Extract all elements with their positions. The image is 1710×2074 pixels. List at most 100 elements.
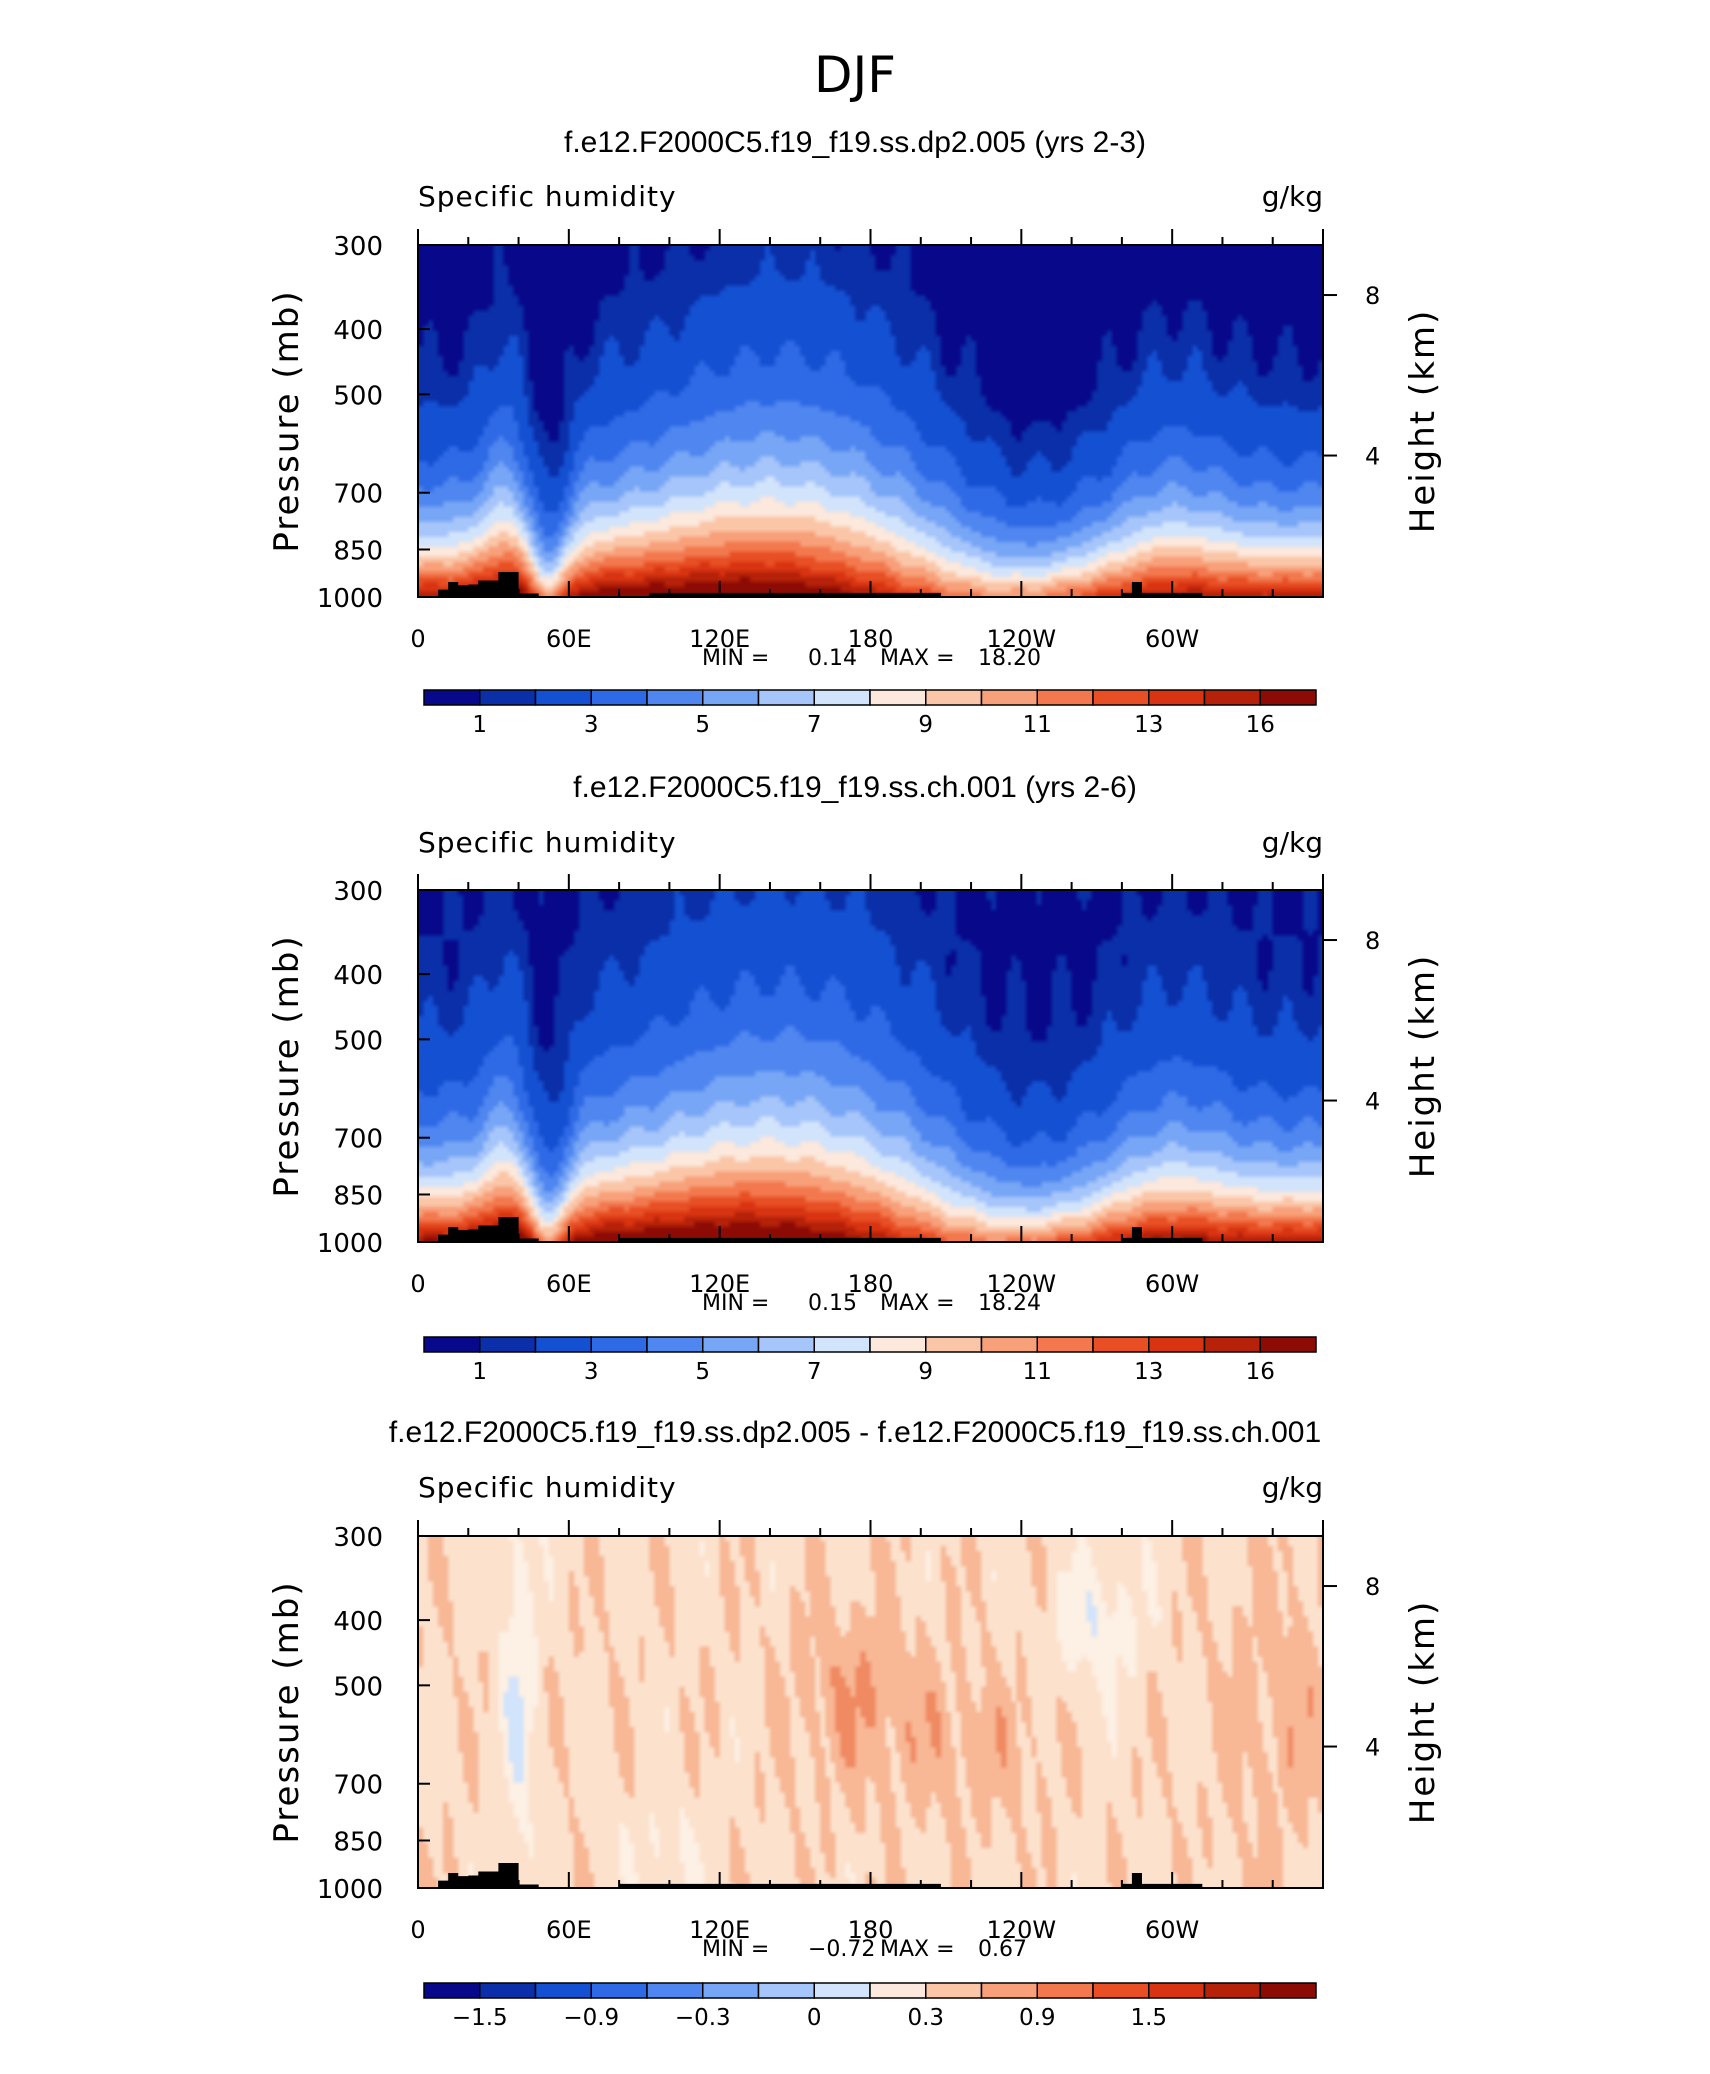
colorbar-box (757, 1982, 815, 1999)
colorbar-label: 16 (1246, 1359, 1275, 1385)
colorbar: 1 3 5 7 9 11 13 16 (423, 689, 1317, 738)
y-tick-label: 500 (333, 381, 383, 411)
right-string: g/kg (1262, 180, 1323, 213)
colorbar-box (1092, 1336, 1150, 1353)
left-string: Specific humidity (418, 180, 677, 213)
terrain-mask (438, 572, 1203, 597)
y-axis-label: Pressure (mb) (267, 1580, 307, 1843)
right-string: g/kg (1262, 1471, 1323, 1504)
stats-min-label: MIN = (702, 646, 769, 671)
stats-max-label: MAX = (880, 1291, 955, 1316)
colorbar-box (479, 1336, 537, 1353)
y-tick-label: 500 (333, 1026, 383, 1056)
colorbar-box (757, 689, 815, 706)
colorbar-box (479, 1982, 537, 1999)
colorbar-box (702, 1336, 760, 1353)
terrain-mask (438, 1217, 1203, 1242)
y-axis-label: Pressure (mb) (267, 934, 307, 1197)
x-tick-label: 60E (546, 625, 592, 653)
colorbar-box (1259, 1982, 1317, 1999)
colorbar-label: 11 (1023, 712, 1052, 738)
colorbar-label: 1.5 (1130, 2005, 1167, 2031)
y2-axis-label: Height (km) (1403, 309, 1443, 534)
colorbar-box (1092, 689, 1150, 706)
colorbar-box (1036, 1336, 1094, 1353)
stats-min-label: MIN = (702, 1937, 769, 1962)
colorbar-box (980, 1336, 1038, 1353)
x-tick-label: 120E (689, 1916, 750, 1944)
figure-title: DJF (814, 46, 896, 104)
x-tick-label: 60W (1145, 1270, 1199, 1298)
colorbar-label: −0.3 (675, 2005, 731, 2031)
colorbar-label: 13 (1134, 712, 1163, 738)
colorbar-box (702, 1982, 760, 1999)
colorbar-label: −1.5 (452, 2005, 508, 2031)
x-tick-label: 180 (848, 1916, 894, 1944)
left-string: Specific humidity (418, 1471, 677, 1504)
colorbar-box (869, 1336, 927, 1353)
colorbar-box (646, 1336, 704, 1353)
y2-axis-label: Height (km) (1403, 1600, 1443, 1825)
colorbar-box (1148, 689, 1206, 706)
colorbar-label: 1 (472, 1359, 487, 1385)
colorbar-box (813, 689, 871, 706)
stats-min-value: 0.15 (808, 1291, 857, 1316)
colorbar-box (1259, 1336, 1317, 1353)
y2-tick-label: 4 (1365, 443, 1380, 471)
y-tick-label: 1000 (317, 1229, 383, 1259)
colorbar-box (479, 689, 537, 706)
colorbar-box (813, 1336, 871, 1353)
stats-min-label: MIN = (702, 1291, 769, 1316)
colorbar-box (869, 689, 927, 706)
y-tick-label: 1000 (317, 584, 383, 614)
x-tick-label: 60E (546, 1270, 592, 1298)
stats-min-value: 0.14 (808, 646, 857, 671)
right-string: g/kg (1262, 826, 1323, 859)
colorbar-box (869, 1982, 927, 1999)
x-tick-label: 0 (410, 1270, 425, 1298)
colorbar-box (1036, 1982, 1094, 1999)
x-tick-label: 60E (546, 1916, 592, 1944)
colorbar-box (534, 689, 592, 706)
x-tick-label: 60W (1145, 625, 1199, 653)
colorbar-box (1148, 1336, 1206, 1353)
colorbar-label: 9 (918, 712, 933, 738)
y-tick-label: 400 (333, 961, 383, 991)
field-image (418, 890, 1323, 1242)
stats-max-value: 18.24 (978, 1291, 1041, 1316)
panel-title: f.e12.F2000C5.f19_f19.ss.dp2.005 - f.e12… (389, 1416, 1321, 1449)
y-tick-label: 300 (333, 877, 383, 907)
colorbar-label: 16 (1246, 712, 1275, 738)
colorbar-label: 5 (695, 712, 710, 738)
x-tick-label: 180 (848, 1270, 894, 1298)
colorbar-box (590, 1336, 648, 1353)
colorbar-label: 0.9 (1019, 2005, 1056, 2031)
colorbar-box (757, 1336, 815, 1353)
colorbar-label: 0.3 (907, 2005, 944, 2031)
panel-title: f.e12.F2000C5.f19_f19.ss.dp2.005 (yrs 2-… (564, 126, 1146, 159)
stats-max-label: MAX = (880, 1937, 955, 1962)
stats-max-label: MAX = (880, 646, 955, 671)
colorbar-box (925, 1982, 983, 1999)
colorbar-label: −0.9 (563, 2005, 619, 2031)
colorbar-box (1148, 1982, 1206, 1999)
colorbar-box (702, 689, 760, 706)
colorbar-box (423, 1336, 481, 1353)
y-tick-label: 400 (333, 1607, 383, 1637)
panel-title: f.e12.F2000C5.f19_f19.ss.ch.001 (yrs 2-6… (573, 771, 1137, 804)
chart-panel-3: f.e12.F2000C5.f19_f19.ss.dp2.005 - f.e12… (267, 1416, 1443, 2031)
colorbar-label: 3 (584, 1359, 599, 1385)
colorbar-label: 11 (1023, 1359, 1052, 1385)
colorbar-box (590, 1982, 648, 1999)
colorbar-box (925, 1336, 983, 1353)
y2-tick-label: 8 (1365, 282, 1380, 310)
y2-tick-label: 8 (1365, 1573, 1380, 1601)
y-tick-label: 400 (333, 316, 383, 346)
colorbar-box (1092, 1982, 1150, 1999)
y-tick-label: 850 (333, 1827, 383, 1857)
y-tick-label: 300 (333, 232, 383, 262)
colorbar-box (534, 1336, 592, 1353)
x-tick-label: 180 (848, 625, 894, 653)
colorbar: −1.5 −0.9 −0.3 0 0.3 0.9 1.5 (423, 1982, 1317, 2031)
